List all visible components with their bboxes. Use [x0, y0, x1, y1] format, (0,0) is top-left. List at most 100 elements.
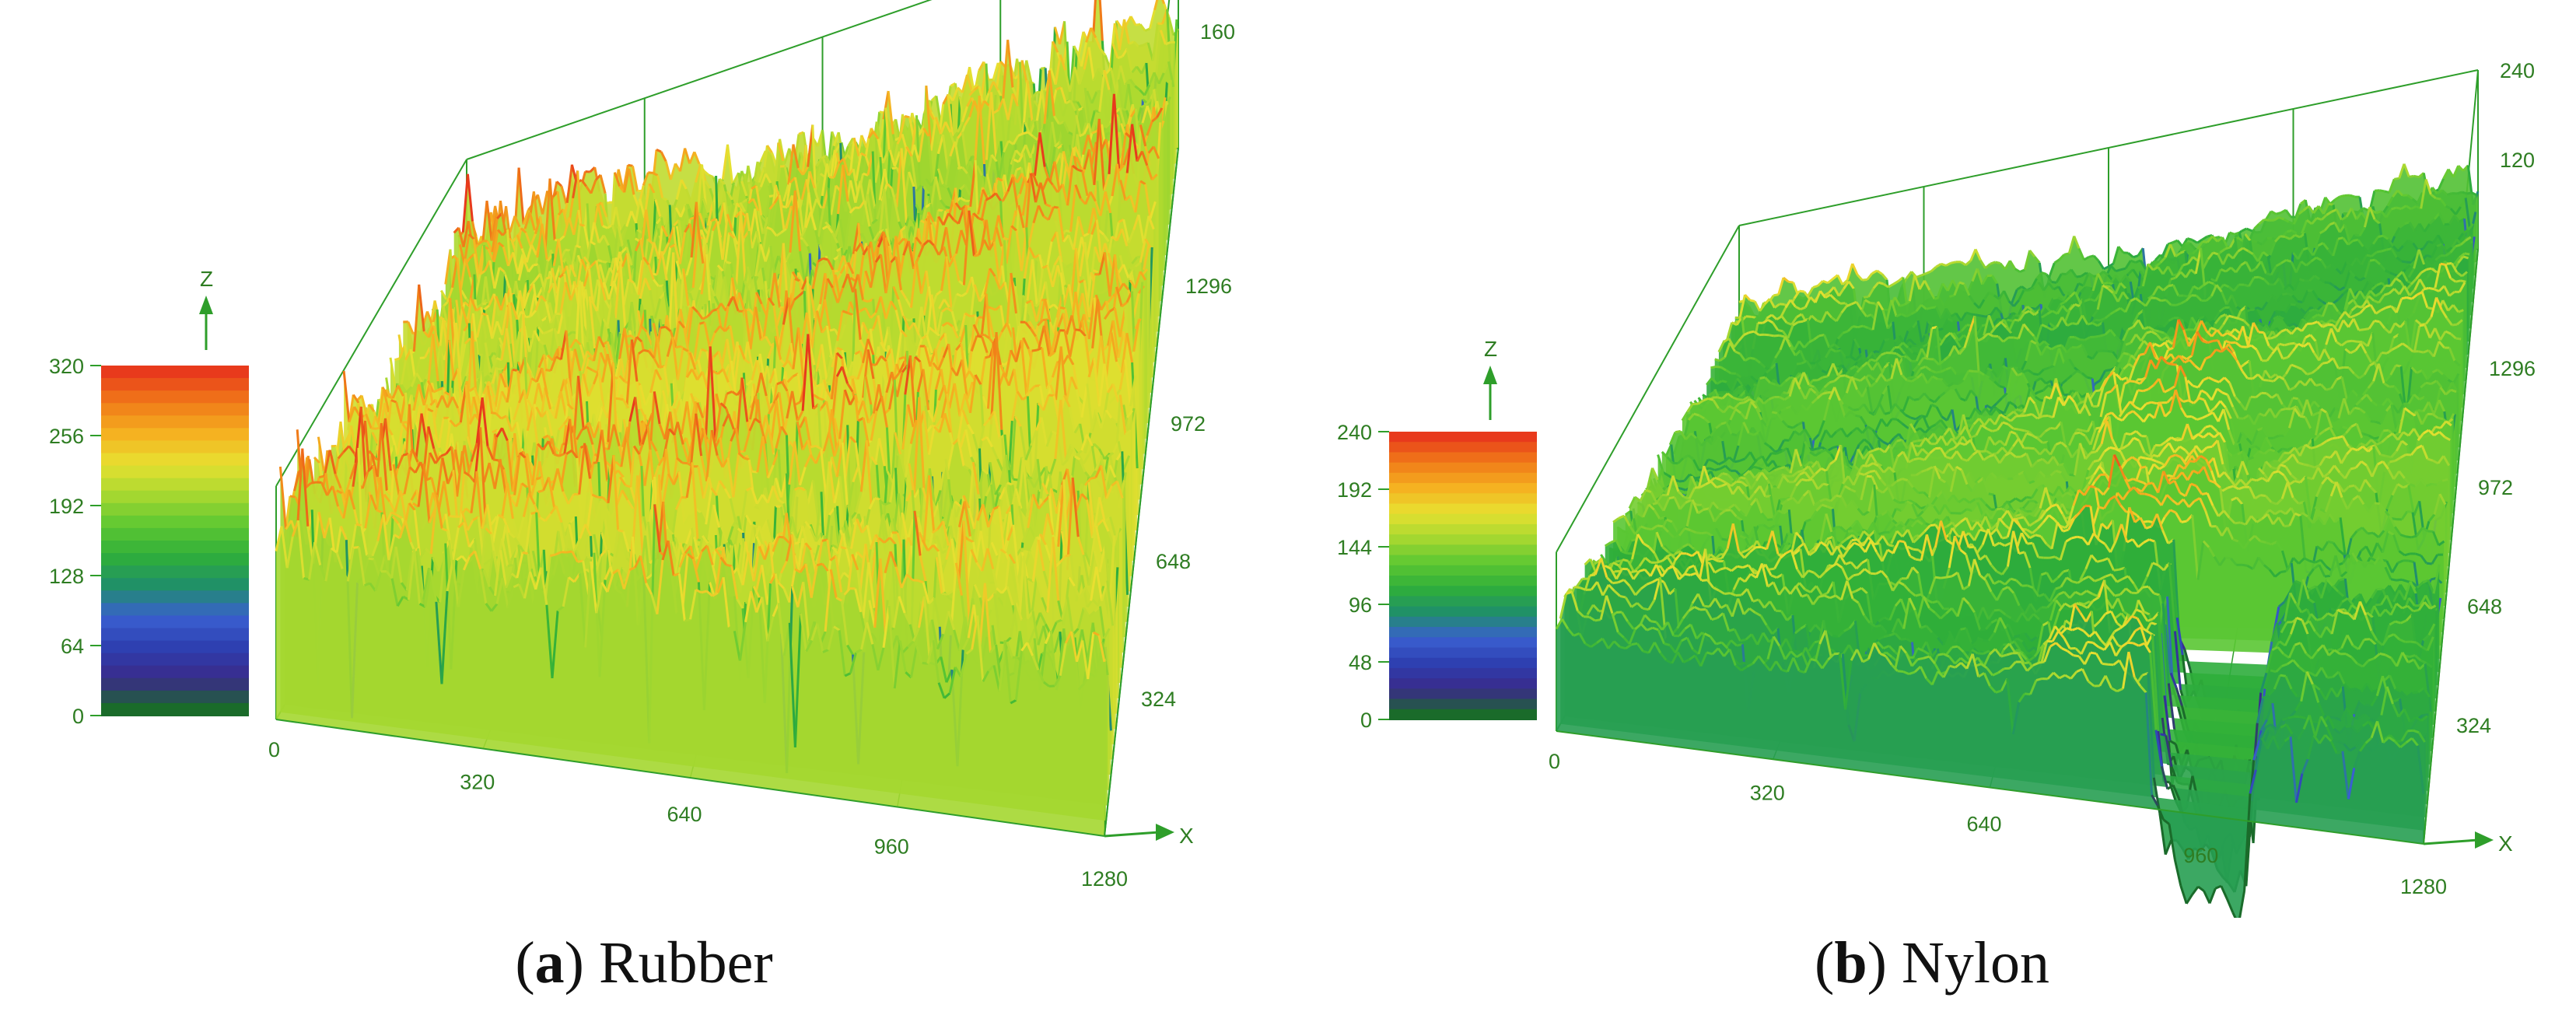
- surface-segment: [942, 212, 950, 226]
- surface-segment: [599, 174, 607, 194]
- surface-segment: [974, 254, 980, 257]
- surface-segment: [938, 299, 946, 310]
- surface-segment: [860, 135, 868, 149]
- surface-segment: [1145, 98, 1152, 106]
- surface-segment: [872, 131, 880, 140]
- surface-segment: [1067, 234, 1075, 250]
- surface-segment: [684, 148, 691, 164]
- surface-segment: [499, 266, 506, 273]
- surface-segment: [464, 258, 472, 278]
- surface-segment: [982, 239, 991, 251]
- surface-segment: [485, 314, 494, 339]
- surface-segment: [664, 161, 672, 180]
- surface-segment: [997, 152, 1005, 180]
- surface-segment: [811, 261, 820, 289]
- surface-segment: [1136, 65, 1143, 75]
- surface-segment: [777, 142, 785, 162]
- surface-segment: [524, 232, 532, 247]
- surface-segment: [621, 226, 628, 243]
- surface-segment: [1027, 222, 1035, 247]
- surface-segment: [925, 86, 933, 151]
- surface-segment: [1011, 93, 1019, 107]
- surface-segment: [755, 185, 763, 216]
- surface-segment: [595, 310, 604, 327]
- surface-segment: [997, 215, 1005, 239]
- surface-segment: [1046, 177, 1054, 186]
- surface-segment: [1115, 228, 1123, 241]
- surface-segment: [1140, 151, 1149, 166]
- surface-segment: [785, 205, 793, 229]
- surface-segment: [1012, 135, 1020, 145]
- surface-segment: [506, 327, 513, 369]
- surface-segment: [854, 180, 862, 204]
- surface-segment: [1013, 285, 1022, 327]
- surface-segment: [605, 297, 614, 331]
- surface-segment: [565, 164, 573, 203]
- surface-segment: [716, 221, 724, 261]
- surface-segment: [1031, 259, 1039, 312]
- surface-segment: [1034, 182, 1042, 203]
- surface-segment: [1064, 69, 1072, 93]
- surface-segment: [504, 274, 512, 291]
- surface-segment: [646, 238, 653, 245]
- surface-segment: [918, 125, 926, 136]
- surface-segment: [842, 273, 849, 289]
- surface-segment: [610, 257, 618, 287]
- surface-segment: [1103, 173, 1111, 191]
- surface-segment: [817, 208, 825, 237]
- surface-segment: [860, 152, 866, 157]
- surface-segment: [878, 168, 886, 201]
- surface-segment: [432, 334, 439, 382]
- surface-segment: [995, 226, 1003, 247]
- panel-rubber: XZ03206409601280129697264832432016032025…: [49, 0, 1235, 996]
- surface-segment: [881, 150, 889, 164]
- surface-segment: [1125, 124, 1134, 173]
- surface-segment: [617, 169, 625, 191]
- surface-segment: [1053, 26, 1061, 45]
- surface-segment: [1057, 207, 1065, 243]
- surface-segment: [1062, 121, 1070, 133]
- surface-segment: [1085, 234, 1094, 261]
- surface-segment: [474, 341, 482, 387]
- surface-segment: [944, 121, 952, 133]
- surface-segment: [898, 115, 906, 138]
- surface-segment: [490, 358, 498, 373]
- surface-segment: [625, 334, 632, 338]
- surface-segment: [918, 128, 926, 163]
- surface-segment: [1046, 265, 1054, 288]
- surface-segment: [680, 179, 688, 190]
- surface-segment: [490, 213, 498, 241]
- surface-segment: [656, 149, 662, 153]
- surface-segment: [985, 173, 993, 197]
- surface-segment: [955, 229, 963, 254]
- surface-segment: [863, 299, 869, 303]
- surface-segment: [1148, 72, 1156, 86]
- surface-segment: [602, 260, 608, 264]
- surface-segment: [648, 242, 656, 264]
- surface-segment: [533, 263, 539, 267]
- surface-segment: [1089, 191, 1097, 202]
- surface-segment: [908, 215, 915, 222]
- surface-segment: [978, 95, 985, 165]
- surface-segment: [541, 191, 549, 215]
- surface-segment: [1129, 16, 1137, 26]
- surface-segment: [815, 198, 823, 209]
- surface-segment: [1082, 135, 1090, 156]
- surface-segment: [968, 100, 976, 117]
- surface-segment: [495, 296, 502, 311]
- surface-segment: [640, 325, 648, 333]
- surface-segment: [898, 237, 905, 246]
- surface-segment: [470, 298, 478, 312]
- surface-segment: [1123, 19, 1131, 44]
- surface-segment: [653, 278, 660, 287]
- surface-segment: [999, 61, 1006, 68]
- surface-segment: [915, 236, 922, 245]
- surface-segment: [1104, 121, 1111, 129]
- surface-segment: [698, 212, 706, 229]
- surface-segment: [1138, 44, 1144, 48]
- surface-segment: [758, 166, 765, 183]
- surface-segment: [1115, 19, 1123, 29]
- surface-segment: [639, 198, 646, 219]
- surface-segment: [1059, 121, 1065, 125]
- surface-segment: [1121, 228, 1129, 247]
